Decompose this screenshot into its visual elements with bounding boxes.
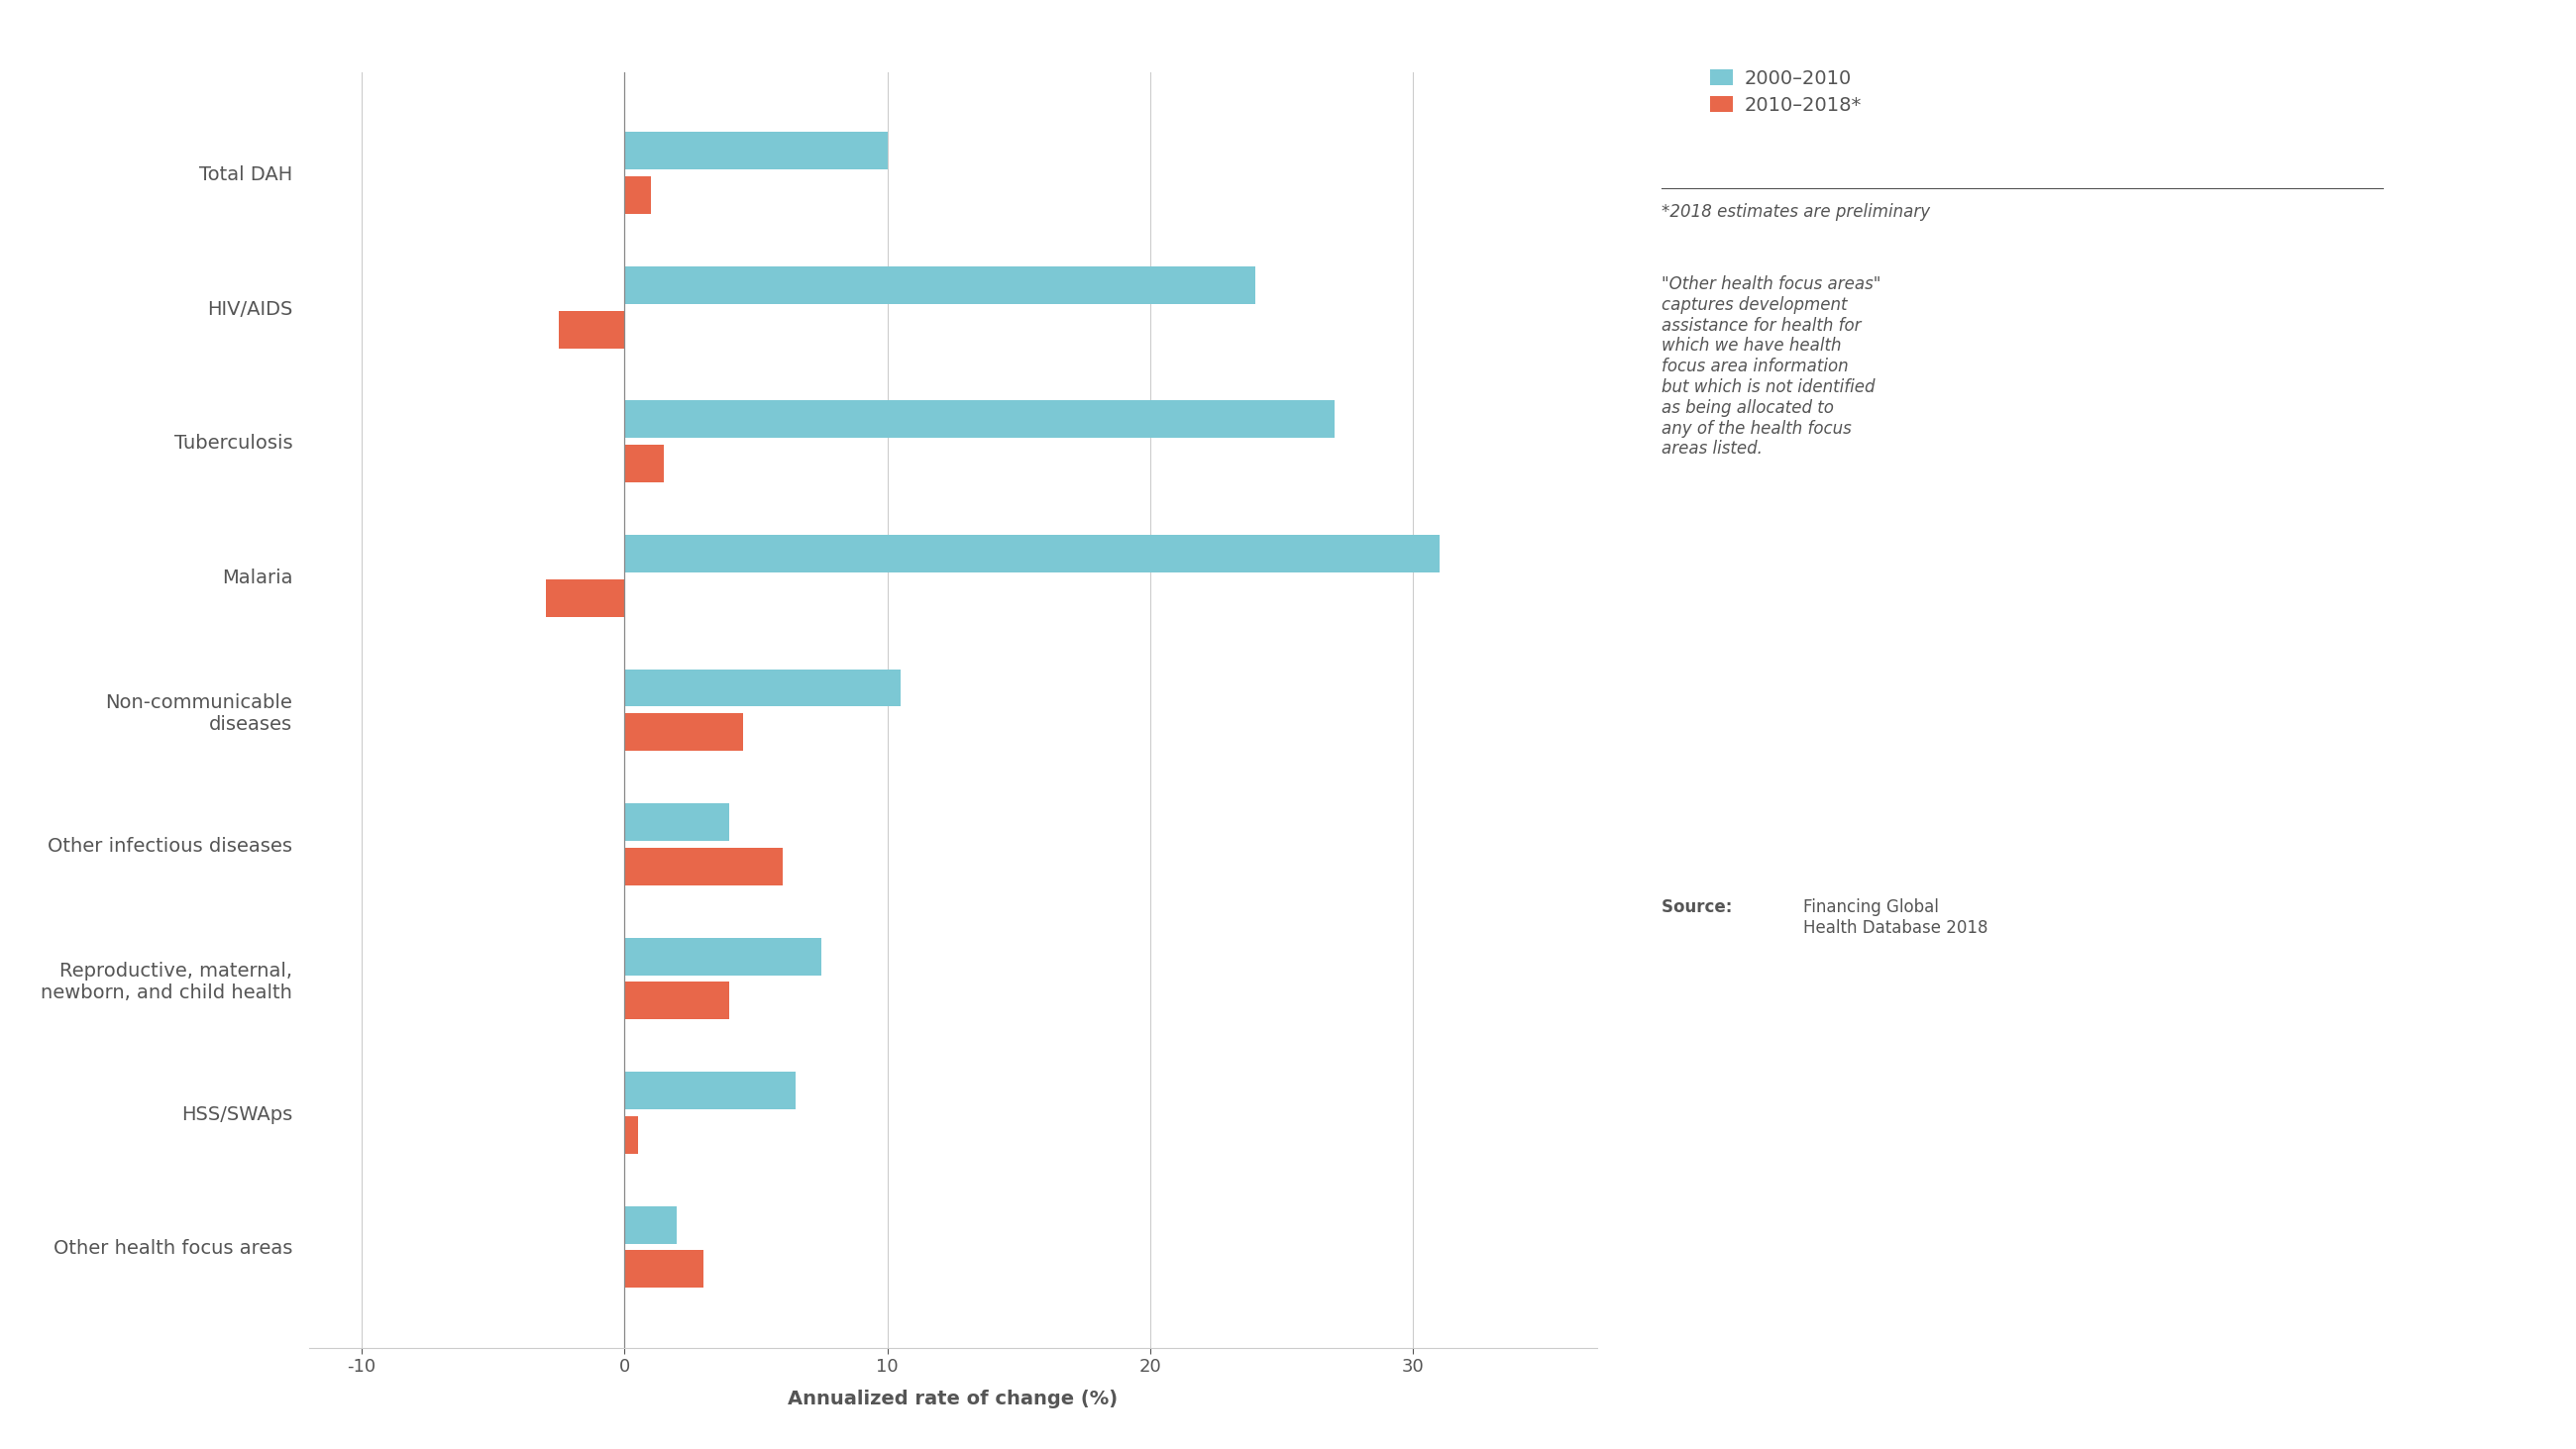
Text: Source:: Source:	[1662, 898, 1739, 916]
Bar	[623, 445, 665, 483]
Bar	[623, 938, 822, 975]
Bar	[623, 803, 729, 840]
Bar	[623, 132, 886, 170]
Bar	[546, 580, 623, 617]
Legend: 2000–2010, 2010–2018*: 2000–2010, 2010–2018*	[1710, 70, 1862, 114]
Bar	[623, 1206, 677, 1243]
Bar	[623, 1072, 796, 1110]
Bar	[623, 713, 742, 751]
Bar	[623, 1116, 639, 1153]
Text: "Other health focus areas"
captures development
assistance for health for
which : "Other health focus areas" captures deve…	[1662, 275, 1880, 458]
Bar	[559, 310, 623, 348]
Bar	[623, 400, 1334, 438]
Bar	[623, 982, 729, 1020]
Bar	[623, 669, 902, 707]
Bar	[623, 848, 783, 885]
Bar	[623, 1250, 703, 1288]
Text: *2018 estimates are preliminary: *2018 estimates are preliminary	[1662, 203, 1929, 220]
Bar	[623, 535, 1440, 572]
Text: Financing Global
Health Database 2018: Financing Global Health Database 2018	[1803, 898, 1989, 938]
Bar	[623, 267, 1255, 304]
Bar	[623, 177, 652, 214]
X-axis label: Annualized rate of change (%): Annualized rate of change (%)	[788, 1390, 1118, 1408]
